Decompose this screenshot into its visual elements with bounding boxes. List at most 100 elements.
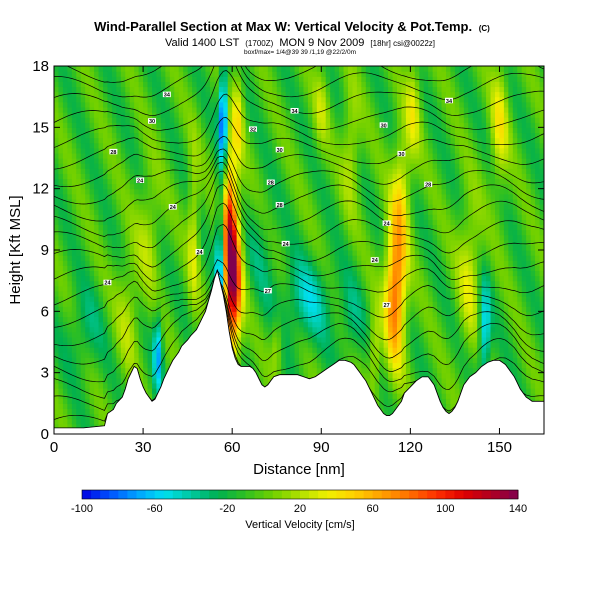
field-cell [272,96,278,103]
field-cell [111,106,117,113]
field-cell [165,255,171,261]
field-cell [103,336,109,343]
field-cell [76,224,82,231]
field-cell [129,147,135,154]
field-cell [143,204,149,210]
field-cell [85,275,91,282]
field-cell [303,224,309,231]
field-cell [156,306,162,312]
field-cell [218,280,224,287]
field-cell [80,423,86,430]
field-cell [241,147,247,154]
field-cell [85,127,91,134]
field-cell [236,193,242,200]
field-cell [218,91,224,98]
field-cell [156,367,162,374]
field-cell [343,132,349,139]
field-cell [156,76,162,82]
field-cell [285,260,291,266]
field-cell [276,198,282,205]
field-cell [187,270,193,277]
field-cell [120,331,126,338]
field-cell [156,347,162,353]
field-cell [71,311,77,318]
field-cell [111,321,117,328]
field-cell [138,86,144,93]
field-cell [169,178,175,185]
field-cell [129,250,135,256]
field-cell [245,198,251,205]
field-cell [111,347,117,353]
field-cell [281,117,287,123]
field-cell [174,198,180,205]
field-cell [62,316,68,323]
field-cell [245,209,251,215]
field-cell [330,71,336,77]
field-cell [134,132,140,139]
field-cell [352,219,358,226]
field-cell [67,81,73,88]
field-cell [107,158,113,164]
field-cell [307,86,313,93]
field-cell [183,229,189,236]
field-cell [245,244,251,251]
field-cell [160,96,166,103]
field-cell [290,275,296,282]
field-cell [312,367,318,374]
field-cell [321,178,327,185]
field-cell [152,336,158,343]
field-cell [174,86,180,93]
field-cell [258,86,264,93]
field-cell [165,173,171,180]
field-cell [67,270,73,277]
field-cell [339,71,345,77]
field-cell [258,367,264,374]
field-cell [85,168,91,174]
field-cell [156,219,162,226]
field-cell [116,209,122,215]
field-cell [241,198,247,205]
field-cell [307,219,313,226]
field-cell [165,347,171,353]
field-cell [316,362,322,369]
field-cell [94,147,100,154]
field-cell [307,127,313,134]
field-cell [196,290,202,297]
field-cell [254,214,260,220]
field-cell [107,152,113,159]
field-cell [192,86,198,93]
field-cell [94,168,100,174]
field-cell [156,122,162,128]
field-cell [178,280,184,287]
field-cell [89,290,95,297]
field-cell [138,132,144,139]
field-cell [134,311,140,318]
field-cell [192,101,198,108]
field-cell [160,168,166,174]
field-cell [245,127,251,134]
field-cell [294,347,300,353]
field-cell [250,296,256,302]
field-cell [254,234,260,241]
field-cell [334,336,340,343]
field-cell [263,306,269,312]
field-cell [160,367,166,374]
field-cell [285,367,291,374]
field-cell [294,260,300,266]
field-cell [147,270,153,277]
field-cell [160,296,166,302]
field-cell [62,398,68,404]
field-cell [272,76,278,82]
field-cell [107,183,113,190]
field-cell [120,142,126,149]
field-cell [143,214,149,220]
field-cell [125,209,131,215]
field-cell [316,106,322,113]
field-cell [303,122,309,128]
field-cell [290,234,296,241]
field-cell [183,101,189,108]
field-cell [116,106,122,113]
field-cell [356,91,362,98]
field-cell [321,321,327,328]
field-cell [129,234,135,241]
